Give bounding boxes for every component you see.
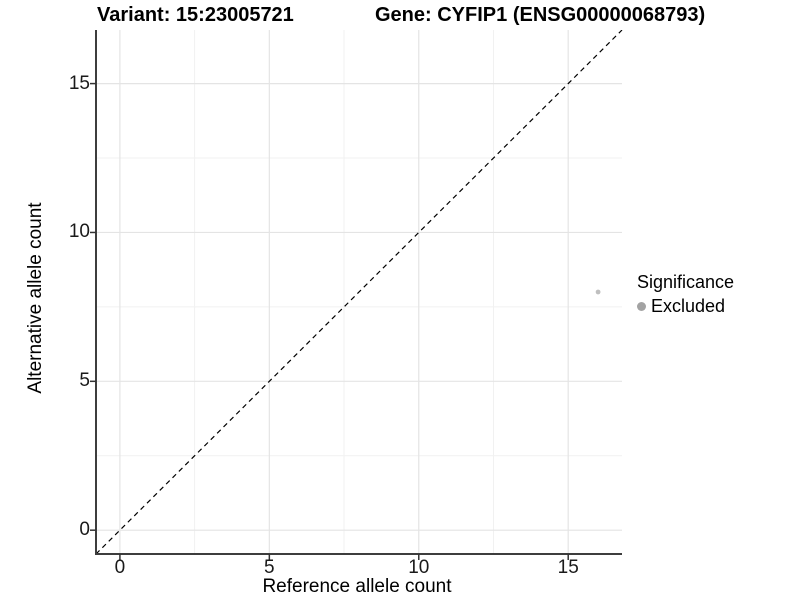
legend: Significance Excluded bbox=[637, 272, 734, 317]
variant-title: Variant: 15:23005721 bbox=[97, 4, 294, 26]
legend-item-label: Excluded bbox=[651, 296, 726, 316]
x-tick-label: 15 bbox=[557, 557, 579, 578]
x-tick-label: 5 bbox=[264, 557, 275, 578]
legend-title: Significance bbox=[637, 272, 735, 292]
plot-panel bbox=[90, 30, 623, 560]
legend-item-excluded: Excluded bbox=[637, 296, 734, 317]
data-point bbox=[595, 289, 601, 295]
x-tick-label: 0 bbox=[114, 557, 126, 578]
x-axis-title: Reference allele count bbox=[262, 576, 452, 597]
y-tick-label: 5 bbox=[79, 370, 90, 392]
x-tick-label: 10 bbox=[408, 557, 430, 578]
excluded-point-icon bbox=[637, 302, 646, 311]
identity-dashed-line bbox=[95, 30, 623, 555]
y-axis-title: Alternative allele count bbox=[25, 202, 46, 394]
y-tick-label: 0 bbox=[79, 519, 90, 541]
y-tick-label: 15 bbox=[68, 72, 90, 94]
y-tick-label: 10 bbox=[68, 221, 90, 243]
gene-title: Gene: CYFIP1 (ENSG00000068793) bbox=[375, 4, 706, 26]
